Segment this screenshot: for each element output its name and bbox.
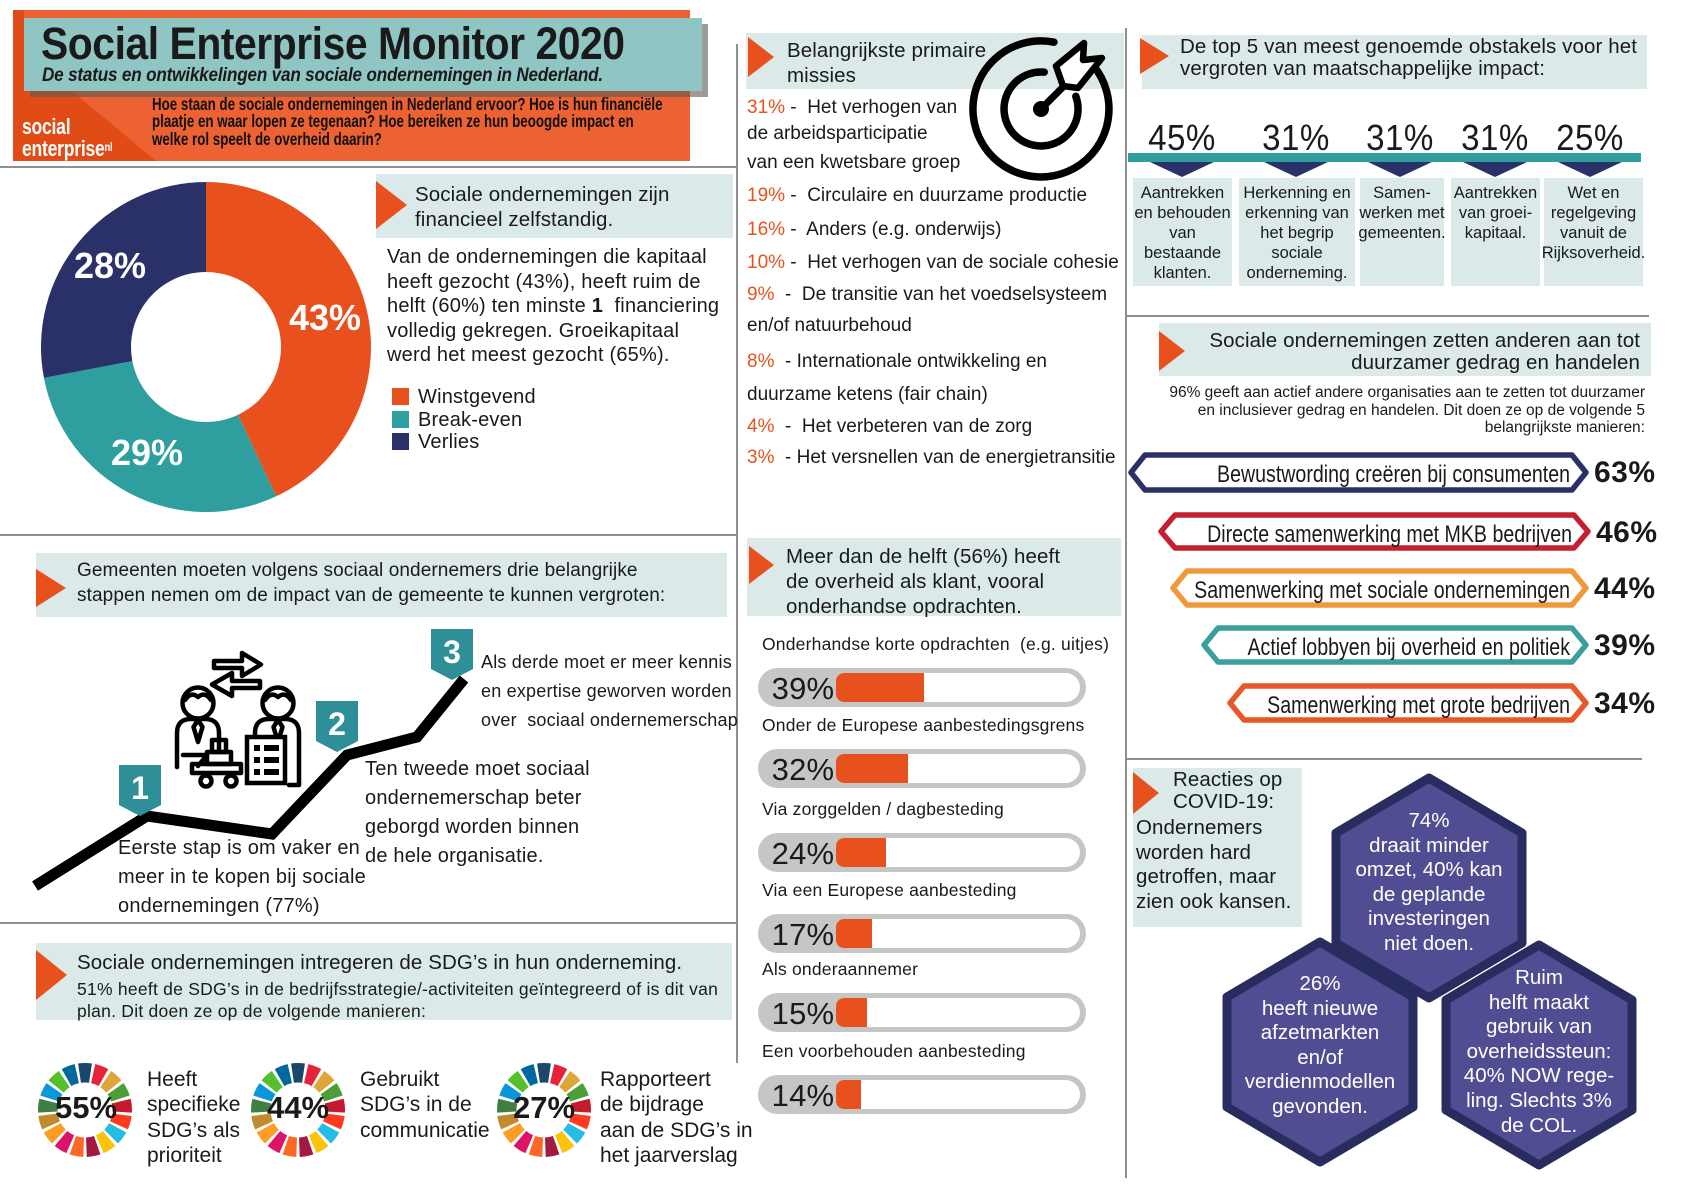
svg-text:3: 3	[443, 634, 461, 670]
svg-text:2: 2	[328, 706, 346, 742]
svg-text:1: 1	[131, 770, 149, 806]
